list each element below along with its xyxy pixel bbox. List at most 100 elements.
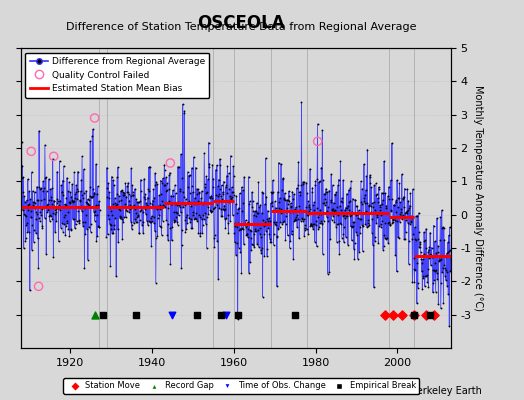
Point [316, 220, 324, 226]
Point [241, 221, 249, 228]
Point [139, 194, 148, 200]
Point [303, 190, 311, 196]
Point [432, 249, 441, 256]
Point [433, 215, 441, 222]
Point [280, 195, 288, 201]
Point [430, 277, 438, 284]
Point [411, 267, 420, 273]
Point [228, 189, 237, 195]
Point [321, 202, 329, 208]
Point [65, 179, 73, 186]
Point [79, 194, 88, 201]
Point [291, 216, 300, 222]
Point [217, 213, 225, 219]
Point [364, 220, 372, 226]
Point [315, 211, 323, 218]
Point [71, 191, 80, 198]
Point [355, 216, 364, 222]
Point [421, 283, 429, 290]
Point [158, 217, 167, 224]
Point [339, 213, 347, 219]
Point [218, 196, 226, 202]
Point [290, 206, 299, 212]
Point [155, 223, 163, 230]
Point [109, 177, 117, 183]
Point [392, 197, 400, 203]
Point [380, 232, 389, 238]
Point [272, 222, 280, 228]
Point [79, 219, 87, 225]
Point [260, 231, 268, 237]
Point [224, 220, 232, 227]
Point [423, 279, 432, 285]
Point [188, 182, 196, 189]
Point [185, 215, 193, 222]
Point [391, 252, 399, 258]
Point [144, 186, 152, 192]
Point [398, 171, 406, 178]
Point [216, 193, 225, 199]
Point [334, 221, 343, 227]
Point [287, 200, 295, 206]
Point [19, 245, 28, 251]
Point [423, 252, 431, 259]
Point [173, 218, 181, 225]
Point [264, 207, 272, 214]
Point [91, 208, 99, 214]
Point [377, 224, 385, 230]
Point [434, 243, 442, 249]
Point [429, 289, 437, 296]
Legend: Station Move, Record Gap, Time of Obs. Change, Empirical Break: Station Move, Record Gap, Time of Obs. C… [63, 378, 419, 394]
Point [148, 197, 157, 204]
Point [107, 226, 116, 233]
Point [158, 180, 166, 187]
Point [210, 235, 219, 241]
Point [131, 206, 139, 212]
Point [391, 214, 399, 220]
Point [183, 183, 192, 190]
Point [54, 238, 63, 244]
Point [146, 164, 154, 170]
Point [133, 214, 141, 220]
Point [67, 227, 75, 234]
Point [388, 220, 397, 226]
Point [326, 197, 335, 204]
Point [297, 182, 305, 188]
Point [418, 260, 426, 266]
Point [249, 230, 258, 237]
Point [402, 216, 410, 223]
Point [354, 215, 362, 221]
Point [334, 212, 342, 218]
Point [442, 254, 451, 260]
Point [203, 214, 211, 221]
Point [340, 224, 348, 230]
Point [113, 174, 122, 181]
Point [267, 189, 276, 195]
Point [299, 218, 308, 224]
Point [221, 206, 229, 212]
Point [403, 186, 411, 192]
Point [114, 206, 123, 212]
Point [399, 195, 407, 201]
Point [337, 221, 346, 228]
Point [241, 221, 249, 227]
Point [288, 228, 296, 234]
Point [27, 208, 35, 214]
Point [346, 184, 355, 191]
Point [351, 197, 359, 203]
Point [414, 210, 423, 216]
Point [254, 227, 263, 233]
Point [418, 268, 426, 274]
Point [177, 151, 185, 157]
Point [56, 158, 64, 164]
Point [124, 180, 133, 186]
Point [246, 228, 255, 234]
Point [144, 222, 152, 228]
Point [95, 207, 104, 213]
Point [52, 196, 61, 202]
Point [329, 212, 337, 219]
Point [280, 218, 288, 224]
Point [356, 224, 364, 230]
Point [245, 201, 254, 207]
Point [119, 192, 127, 198]
